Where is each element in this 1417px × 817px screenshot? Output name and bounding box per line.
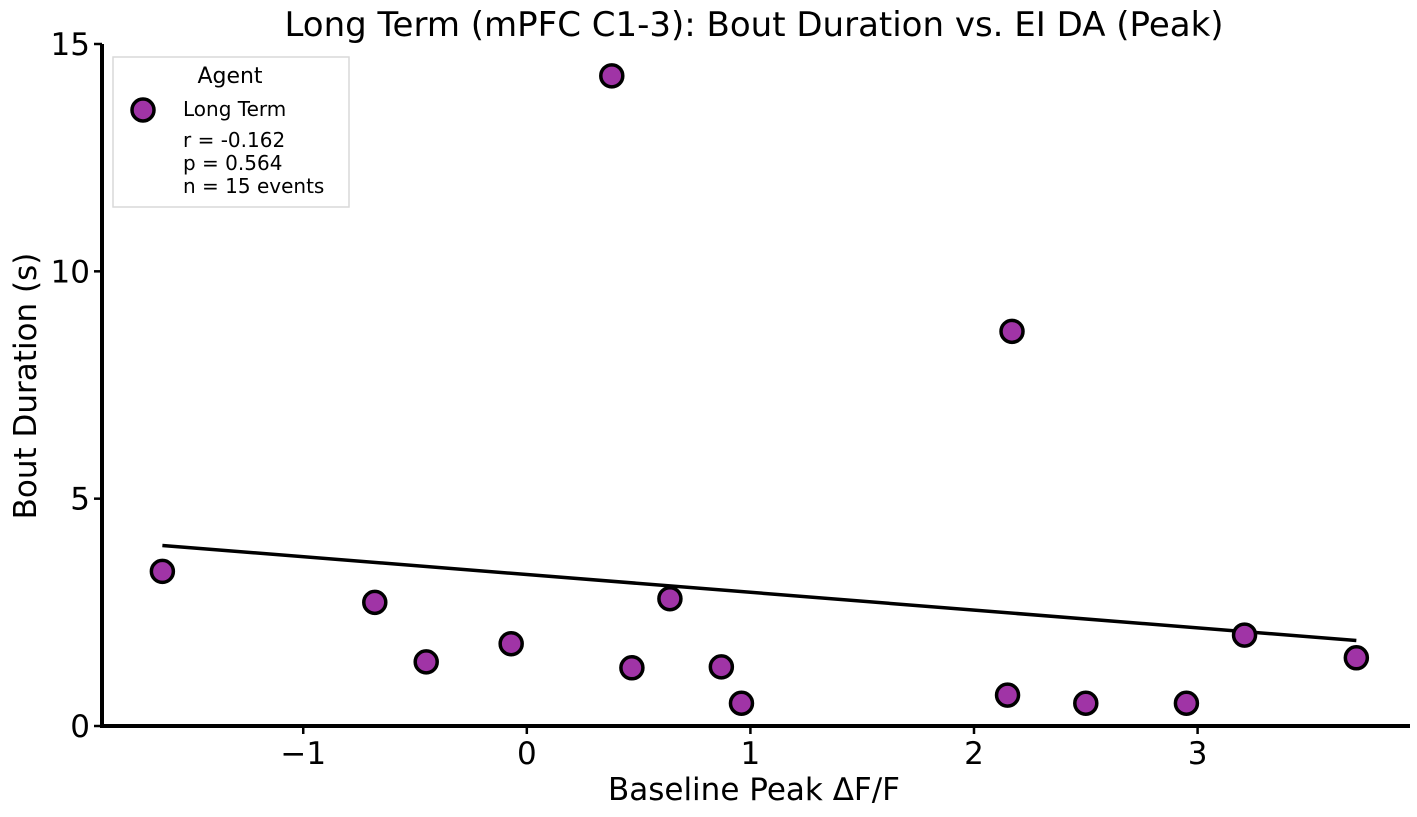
data-point: [708, 654, 735, 680]
legend-entry-long-term: Long Term: [183, 97, 286, 121]
x-tick-label: 3: [1188, 736, 1208, 772]
x-tick-label: 1: [741, 736, 761, 772]
data-point: [599, 63, 625, 89]
data-point: [149, 558, 176, 585]
y-tick-label: 15: [51, 27, 90, 63]
legend-box: [112, 56, 350, 208]
data-point: [999, 318, 1025, 345]
y-tick-label: 10: [51, 254, 90, 290]
legend: Agent Long Term r = -0.162 p = 0.564 n =…: [112, 56, 350, 208]
data-point: [413, 649, 439, 675]
data-point: [994, 682, 1021, 708]
legend-title: Agent: [197, 64, 262, 89]
legend-stat-r: r = -0.162: [183, 128, 285, 152]
x-tick-label: 2: [964, 736, 984, 772]
data-point: [1231, 622, 1258, 648]
y-tick-label: 5: [70, 482, 90, 518]
data-point: [619, 655, 645, 681]
data-point: [657, 585, 683, 612]
data-point: [728, 690, 755, 717]
x-tick-label: −1: [280, 736, 326, 772]
regression-line: [162, 543, 1357, 643]
legend-stat-p: p = 0.564: [183, 151, 282, 175]
chart-title: Long Term (mPFC C1-3): Bout Duration vs.…: [284, 5, 1223, 45]
data-point: [362, 589, 388, 616]
y-tick-label: 0: [70, 709, 90, 745]
data-point: [1173, 690, 1200, 717]
data-point: [498, 630, 524, 657]
legend-stat-n: n = 15 events: [183, 174, 324, 198]
y-axis-label: Bout Duration (s): [8, 253, 44, 520]
data-point: [1343, 645, 1370, 671]
x-axis-label: Baseline Peak ΔF/F: [608, 772, 900, 808]
data-point: [1073, 690, 1099, 717]
legend-marker: [130, 97, 156, 123]
x-tick-label: 0: [517, 736, 537, 772]
